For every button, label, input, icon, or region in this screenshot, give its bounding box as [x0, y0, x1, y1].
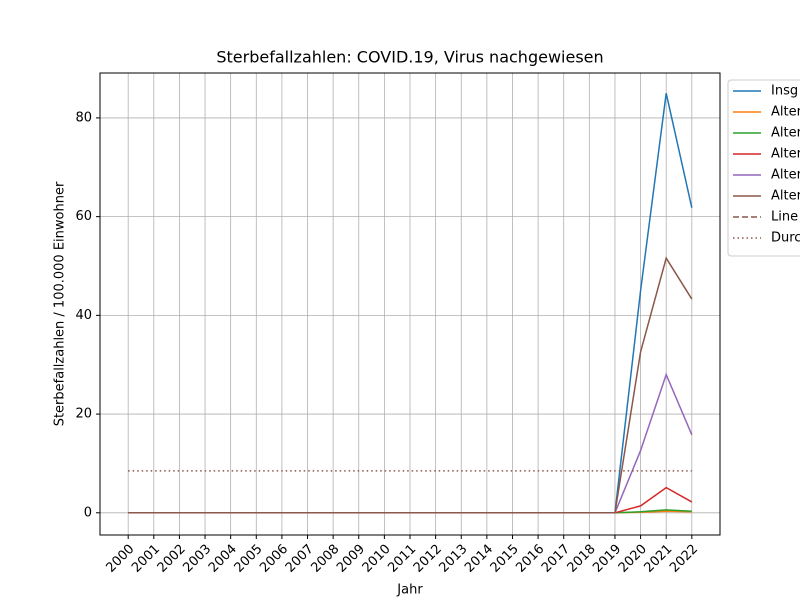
x-tick-label: 2022	[667, 542, 701, 576]
y-tick-label: 20	[75, 407, 92, 422]
x-tick-label: 2021	[641, 542, 675, 576]
x-tick-label: 2002	[155, 542, 189, 576]
legend-label: Alter	[771, 126, 800, 141]
x-tick-label: 2000	[103, 542, 137, 576]
legend-label: Alter	[771, 168, 800, 183]
x-tick-label: 2008	[308, 542, 342, 576]
x-tick-label: 2001	[129, 542, 163, 576]
x-tick-label: 2016	[513, 542, 547, 576]
x-tick-label: 2015	[488, 542, 522, 576]
x-tick-label: 2014	[462, 542, 496, 576]
x-tick-label: 2009	[334, 542, 368, 576]
x-tick-label: 2020	[616, 542, 650, 576]
x-tick-label: 2018	[565, 542, 599, 576]
legend-label: Alter	[771, 105, 800, 120]
y-axis-label: Sterbefallzahlen / 100.000 Einwohner	[53, 181, 68, 426]
x-tick-label: 2005	[232, 542, 266, 576]
legend-label: Durc	[771, 231, 800, 246]
x-tick-label: 2007	[283, 542, 317, 576]
legend-label: Insg	[771, 84, 798, 99]
legend-label: Line	[771, 210, 798, 225]
x-tick-label: 2004	[206, 542, 240, 576]
x-tick-label: 2017	[539, 542, 573, 576]
x-tick-label: 2019	[590, 542, 624, 576]
x-tick-label: 2003	[180, 542, 214, 576]
x-tick-label: 2011	[385, 542, 419, 576]
x-tick-label: 2006	[257, 542, 291, 576]
y-tick-label: 0	[84, 505, 92, 520]
y-tick-label: 60	[75, 209, 92, 224]
legend-label: Alter	[771, 189, 800, 204]
x-axis-label: Jahr	[396, 583, 423, 598]
chart-title: Sterbefallzahlen: COVID.19, Virus nachge…	[216, 48, 603, 67]
plot-frame	[99, 72, 721, 536]
x-tick-label: 2010	[360, 542, 394, 576]
x-tick-label: 2013	[437, 542, 471, 576]
legend-box	[727, 79, 800, 257]
y-tick-label: 80	[75, 110, 92, 125]
x-tick-label: 2012	[411, 542, 445, 576]
legend-label: Alter	[771, 147, 800, 162]
series-line	[128, 256, 693, 514]
y-tick-label: 40	[75, 308, 92, 323]
